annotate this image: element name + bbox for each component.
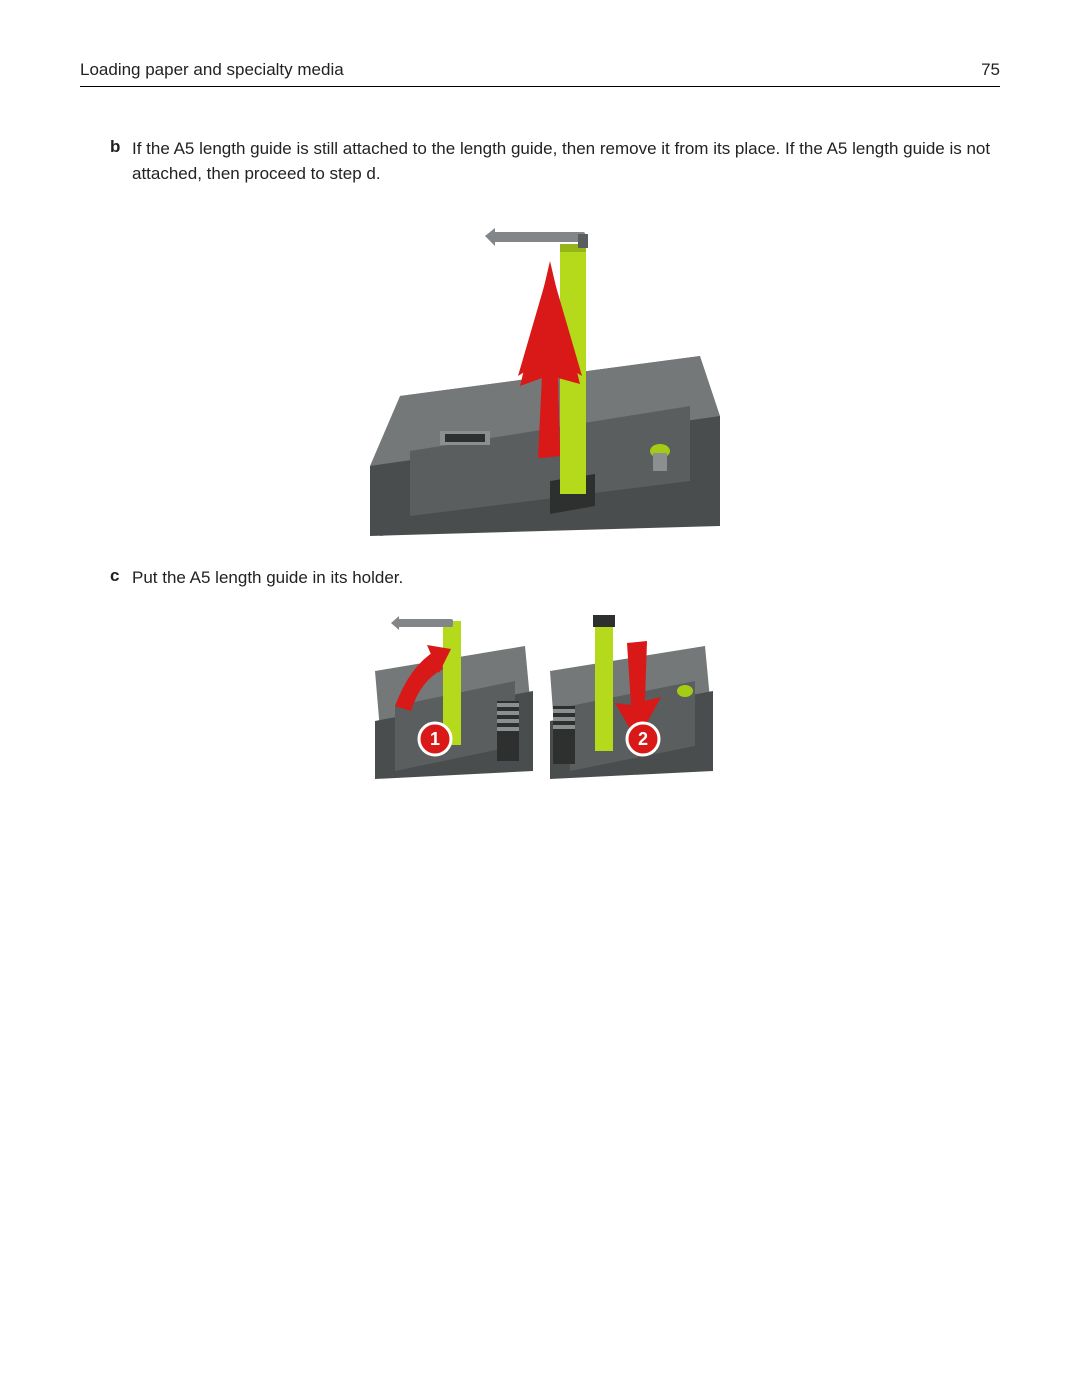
illustration-step-1: 1 xyxy=(365,611,535,781)
step-c-label: c xyxy=(110,566,132,586)
illustration-step-2: 2 xyxy=(545,611,715,781)
step-c: c Put the A5 length guide in its holder. xyxy=(110,566,1000,591)
step-c-text: Put the A5 length guide in its holder. xyxy=(132,566,403,591)
header-title: Loading paper and specialty media xyxy=(80,60,344,80)
page-header: Loading paper and specialty media 75 xyxy=(80,60,1000,87)
step-b-label: b xyxy=(110,137,132,157)
step-b-text: If the A5 length guide is still attached… xyxy=(132,137,1000,186)
illustration-remove-guide xyxy=(350,206,730,536)
figure-b xyxy=(80,206,1000,536)
figure-c: 1 2 xyxy=(80,611,1000,781)
page-number: 75 xyxy=(981,60,1000,80)
step-b: b If the A5 length guide is still attach… xyxy=(110,137,1000,186)
badge-1: 1 xyxy=(430,729,440,749)
badge-2: 2 xyxy=(638,729,648,749)
